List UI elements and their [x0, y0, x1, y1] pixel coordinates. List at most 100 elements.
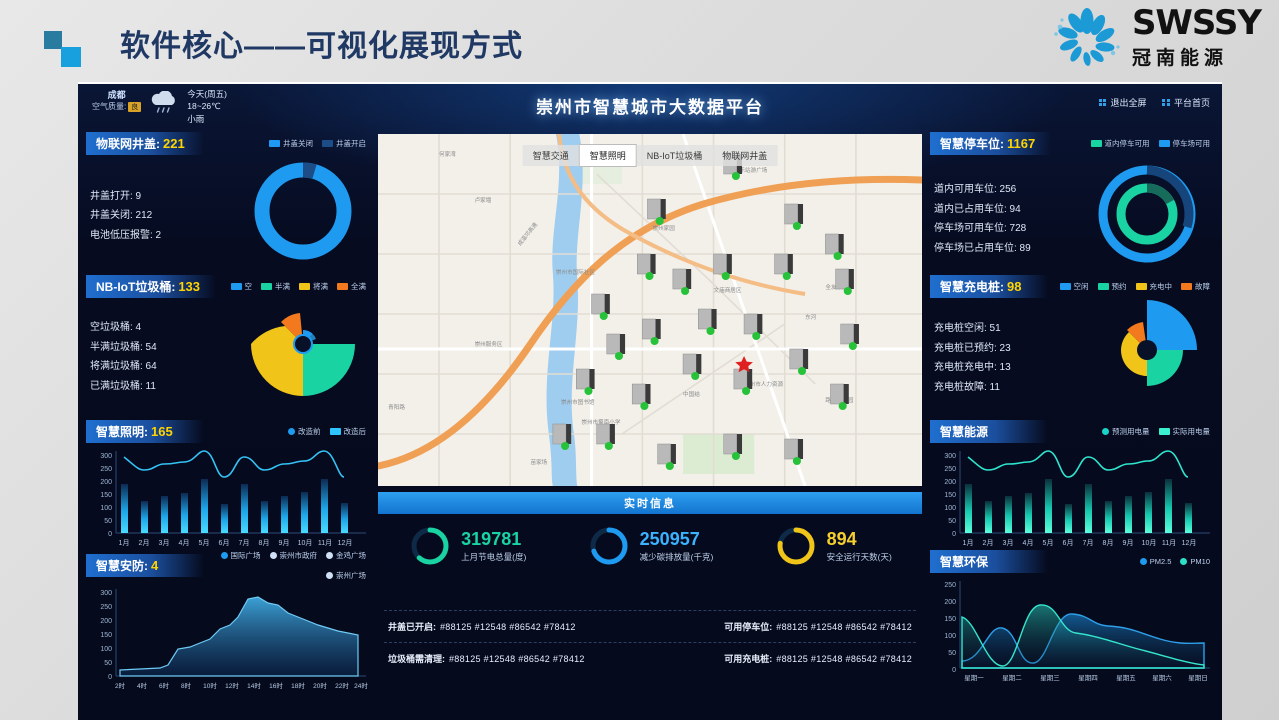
map-tab-traffic[interactable]: 智慧交通: [522, 145, 579, 166]
svg-text:7月: 7月: [1083, 539, 1094, 547]
kpi-power-saved: 319781 上月节电总量(度): [408, 524, 526, 568]
card-title-iot-manhole: 物联网井盖: 221: [86, 132, 204, 155]
svg-text:星期三: 星期三: [1040, 674, 1060, 682]
map-tab-trash[interactable]: NB-IoT垃圾桶: [636, 145, 713, 166]
card-title-smart-energy: 智慧能源: [930, 420, 1048, 443]
svg-text:20时: 20时: [313, 681, 327, 690]
city-map[interactable]: 何家湾 卢家堰 安乐站游广场 成温邛高速 崇州市国际社区 崇州家园 文庙商居区 …: [378, 134, 922, 486]
svg-text:星期四: 星期四: [1078, 674, 1098, 682]
svg-text:星期六: 星期六: [1152, 673, 1172, 682]
exit-fullscreen-button[interactable]: 退出全屏: [1098, 96, 1147, 109]
svg-text:16时: 16时: [269, 681, 283, 690]
legend-item: PM2.5: [1139, 557, 1171, 566]
svg-text:250: 250: [944, 582, 956, 589]
card-charging-pile: 智慧充电桩: 98 空闲 预约 充电中 故障 充电桩空闲: 51 充电桩已预约: …: [930, 275, 1214, 408]
card-smart-environment: 智慧环保 PM2.5 PM10: [930, 550, 1214, 696]
svg-text:11月: 11月: [1162, 539, 1176, 547]
legend-nbiot-trash: 空 半满 将满 全满: [230, 281, 371, 292]
svg-text:250: 250: [100, 466, 112, 473]
dual-donut-smart-parking: [1080, 155, 1214, 273]
stats-nbiot-trash: 空垃圾桶: 4 半满垃圾桶: 54 将满垃圾桶: 64 已满垃圾桶: 11: [90, 322, 157, 392]
svg-text:6时: 6时: [159, 681, 170, 690]
chart-smart-environment: 250 200 150 100 50 0 星期一 星期二 星期三 星期四 星期五 星期六 星期日: [930, 573, 1214, 696]
svg-text:14时: 14时: [247, 681, 261, 690]
svg-text:300: 300: [100, 590, 112, 597]
svg-text:0: 0: [108, 674, 112, 681]
legend-item: 崇州广场: [326, 570, 366, 581]
legend-item: 道内停车可用: [1090, 138, 1150, 149]
legend-smart-lighting: 改造前 改造后: [288, 426, 370, 437]
svg-text:100: 100: [944, 633, 956, 640]
card-title-smart-security: 智慧安防: 4: [86, 554, 204, 577]
dashboard-screenshot: 成都 空气质量: 良 今天(周五) 18~26℃: [78, 82, 1222, 720]
kpi-ring-green: [411, 527, 449, 565]
legend-item: 预约: [1097, 281, 1127, 292]
svg-text:12月: 12月: [338, 539, 353, 547]
legend-smart-security: 国际广场 崇州市政府 金鸡广场 崇州广场: [220, 550, 370, 581]
svg-text:2月: 2月: [139, 539, 150, 547]
chart-smart-security: 300 250 200 150 100 50 0 2时 4时 6时 8时 10时 12时 14时 16…: [86, 581, 370, 704]
svg-text:6月: 6月: [219, 539, 230, 547]
svg-text:22时: 22时: [335, 681, 349, 690]
svg-text:3月: 3月: [159, 539, 170, 547]
kpi-ring-blue: [590, 527, 628, 565]
weather-day: 今天(周五): [187, 89, 227, 99]
air-quality-label: 空气质量: 良: [92, 101, 142, 112]
info-cell-manhole-open: 井盖已开启: #88125 #12548 #86542 #78412: [388, 622, 576, 632]
kpi-value: 319781: [461, 529, 522, 549]
map-tab-manhole[interactable]: 物联网井盖: [712, 145, 778, 166]
kpi-value: 894: [826, 529, 857, 549]
platform-home-button[interactable]: 平台首页: [1162, 96, 1210, 109]
svg-text:8月: 8月: [1103, 539, 1114, 547]
svg-text:11月: 11月: [318, 539, 332, 547]
svg-text:星期二: 星期二: [1002, 674, 1022, 682]
stats-smart-parking: 道内可用车位: 256 道内已占用车位: 94 停车场可用车位: 728 停车场…: [934, 184, 1031, 254]
exit-fullscreen-label: 退出全屏: [1110, 98, 1147, 108]
svg-text:1月: 1月: [119, 539, 130, 547]
top-actions: 退出全屏 平台首页: [1098, 96, 1210, 109]
table-row: 井盖已开启: #88125 #12548 #86542 #78412 可用停车位:…: [384, 610, 916, 642]
map-panel[interactable]: 何家湾 卢家堰 安乐站游广场 成温邛高速 崇州市国际社区 崇州家园 文庙商居区 …: [378, 134, 922, 486]
fullscreen-exit-icon: [1098, 98, 1107, 107]
map-tab-lighting[interactable]: 智慧照明: [578, 144, 637, 167]
legend-item: 空闲: [1059, 281, 1089, 292]
svg-text:9月: 9月: [1123, 539, 1134, 547]
svg-text:中国结: 中国结: [683, 390, 700, 398]
legend-smart-parking: 道内停车可用 停车场可用: [1090, 138, 1215, 149]
svg-text:1月: 1月: [963, 539, 974, 547]
svg-text:150: 150: [944, 616, 956, 623]
svg-text:150: 150: [100, 632, 112, 639]
svg-text:崇州家园: 崇州家园: [653, 224, 676, 232]
card-smart-energy: 智慧能源 预测用电量 实际用电量: [930, 420, 1214, 558]
right-column: 智慧停车位: 1167 道内停车可用 停车场可用 道内可用车位: 256 道内已占…: [922, 132, 1222, 720]
legend-item: 充电中: [1135, 281, 1172, 292]
svg-text:0: 0: [108, 531, 112, 538]
card-smart-security: 智慧安防: 4 国际广场 崇州市政府 金鸡广场 崇州广场: [86, 550, 370, 704]
card-title-smart-parking: 智慧停车位: 1167: [930, 132, 1052, 155]
stats-charging-pile: 充电桩空闲: 51 充电桩已预约: 23 充电桩充电中: 13 充电桩故障: 1…: [934, 323, 1011, 393]
center-column: 何家湾 卢家堰 安乐站游广场 成温邛高速 崇州市国际社区 崇州家园 文庙商居区 …: [378, 132, 922, 720]
svg-text:10月: 10月: [298, 539, 313, 547]
rain-cloud-icon: [149, 90, 179, 117]
legend-item: 金鸡广场: [326, 550, 366, 561]
logo-wordmark: SWSSY: [1131, 3, 1262, 43]
decor-square-light: [61, 47, 81, 67]
svg-text:50: 50: [948, 650, 956, 657]
legend-item: 将满: [299, 281, 328, 292]
svg-text:100: 100: [100, 505, 112, 512]
svg-text:9月: 9月: [279, 539, 290, 547]
svg-text:0: 0: [952, 667, 956, 674]
legend-item: 故障: [1181, 281, 1210, 292]
svg-text:青阳路: 青阳路: [388, 403, 405, 411]
svg-text:卢家堰: 卢家堰: [475, 196, 492, 204]
air-quality-badge: 良: [128, 102, 142, 112]
card-smart-parking: 智慧停车位: 1167 道内停车可用 停车场可用 道内可用车位: 256 道内已占…: [930, 132, 1214, 273]
stats-iot-manhole: 井盖打开: 9 井盖关闭: 212 电池低压报警: 2: [90, 190, 162, 241]
card-iot-manhole: 物联网井盖: 221 井盖关闭 井盖开启 井盖打开: 9 井盖关闭: 212 电池…: [86, 132, 370, 267]
rose-chart-nbiot-trash: [236, 298, 370, 406]
platform-home-label: 平台首页: [1173, 98, 1210, 108]
card-title-nbiot-trash: NB-IoT垃圾桶: 133: [86, 275, 217, 298]
weather-temp: 18~26℃: [187, 101, 221, 112]
rose-chart-charging-pile: [1080, 298, 1214, 408]
kpi-label: 安全运行天数(天): [826, 552, 892, 562]
